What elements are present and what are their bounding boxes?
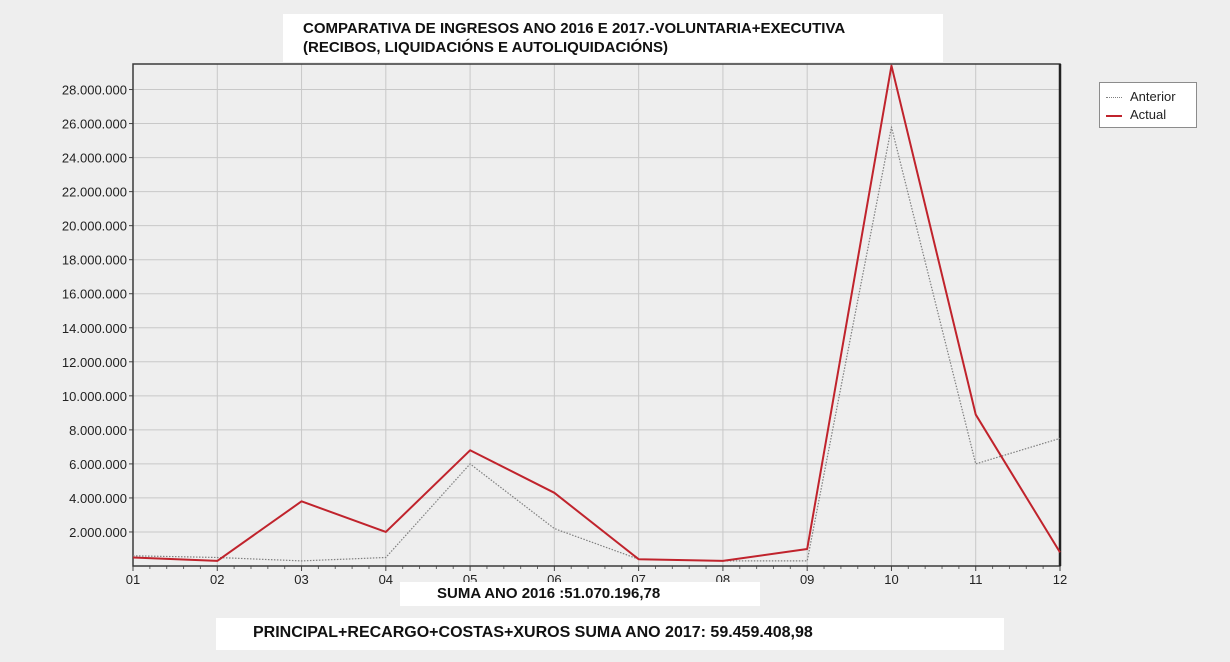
y-tick-label: 8.000.000 (69, 423, 127, 438)
chart-legend: Anterior Actual (1099, 82, 1197, 128)
x-tick-label: 11 (969, 572, 983, 587)
y-tick-label: 20.000.000 (62, 219, 127, 234)
y-tick-label: 4.000.000 (69, 491, 127, 506)
sum-2017-background (216, 618, 1004, 650)
x-tick-label: 09 (800, 572, 814, 587)
y-tick-label: 18.000.000 (62, 253, 127, 268)
series-line-anterior (132, 126, 1061, 562)
x-tick-label: 10 (884, 572, 898, 587)
plot-area (133, 64, 1060, 566)
y-tick-label: 6.000.000 (69, 457, 127, 472)
legend-label-anterior: Anterior (1130, 89, 1176, 104)
x-tick-label: 12 (1053, 572, 1067, 587)
x-tick-label: 02 (210, 572, 224, 587)
x-tick-label: 01 (126, 572, 140, 587)
title-background (283, 14, 943, 62)
series-line-actual (132, 64, 1061, 562)
chart-subtitle: (RECIBOS, LIQUIDACIÓNS E AUTOLIQUIDACIÓN… (303, 39, 669, 56)
sum-2016-background (400, 582, 760, 606)
y-tick-label: 14.000.000 (62, 321, 127, 336)
y-tick-label: 2.000.000 (69, 525, 127, 540)
chart-title: COMPARATIVA DE INGRESOS ANO 2016 E 2017.… (303, 20, 846, 37)
x-tick-label: 03 (294, 572, 308, 587)
y-tick-label: 24.000.000 (62, 151, 127, 166)
y-tick-label: 22.000.000 (62, 185, 127, 200)
x-tick-label: 04 (379, 572, 393, 587)
legend-swatch-anterior (1106, 97, 1122, 98)
y-tick-label: 10.000.000 (62, 389, 127, 404)
legend-swatch-actual (1106, 115, 1122, 117)
y-tick-label: 12.000.000 (62, 355, 127, 370)
y-tick-label: 16.000.000 (62, 287, 127, 302)
legend-label-actual: Actual (1130, 107, 1167, 122)
y-tick-label: 28.000.000 (62, 83, 127, 98)
sum-2017-text: PRINCIPAL+RECARGO+COSTAS+XUROS SUMA ANO … (253, 624, 813, 641)
y-tick-label: 26.000.000 (62, 117, 127, 132)
sum-2016-text: SUMA ANO 2016 :51.070.196,78 (437, 585, 661, 602)
